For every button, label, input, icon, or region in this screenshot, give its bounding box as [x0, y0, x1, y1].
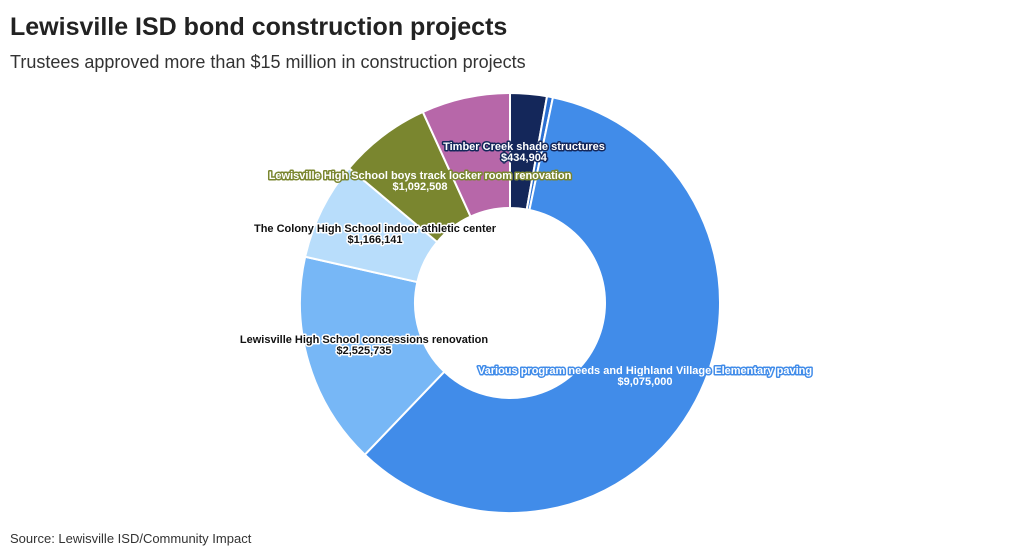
value-label: $2,525,735	[336, 345, 391, 357]
value-label: $434,904	[501, 152, 548, 164]
source-note: Source: Lewisville ISD/Community Impact	[10, 531, 252, 546]
slice-label: Lewisville High School concessions renov…	[240, 334, 488, 346]
slice-label: Various program needs and Highland Villa…	[478, 365, 812, 377]
donut-slice	[363, 96, 721, 514]
chart-title: Lewisville ISD bond construction project…	[10, 13, 507, 41]
donut-slice	[299, 255, 446, 457]
donut-slice	[421, 91, 511, 218]
value-label: $1,166,141	[347, 234, 402, 246]
slice-label: The Colony High School indoor athletic c…	[254, 223, 497, 235]
value-label: $1,092,508	[392, 181, 447, 193]
chart-subtitle: Trustees approved more than $15 million …	[10, 52, 526, 72]
slice-label: Timber Creek shade structures	[443, 141, 605, 153]
donut	[299, 91, 721, 514]
data-labels: Timber Creek shade structures$434,904 Var…	[238, 139, 813, 389]
value-label: $9,075,000	[617, 376, 672, 388]
slice-label: Lewisville High School boys track locker…	[269, 170, 572, 182]
